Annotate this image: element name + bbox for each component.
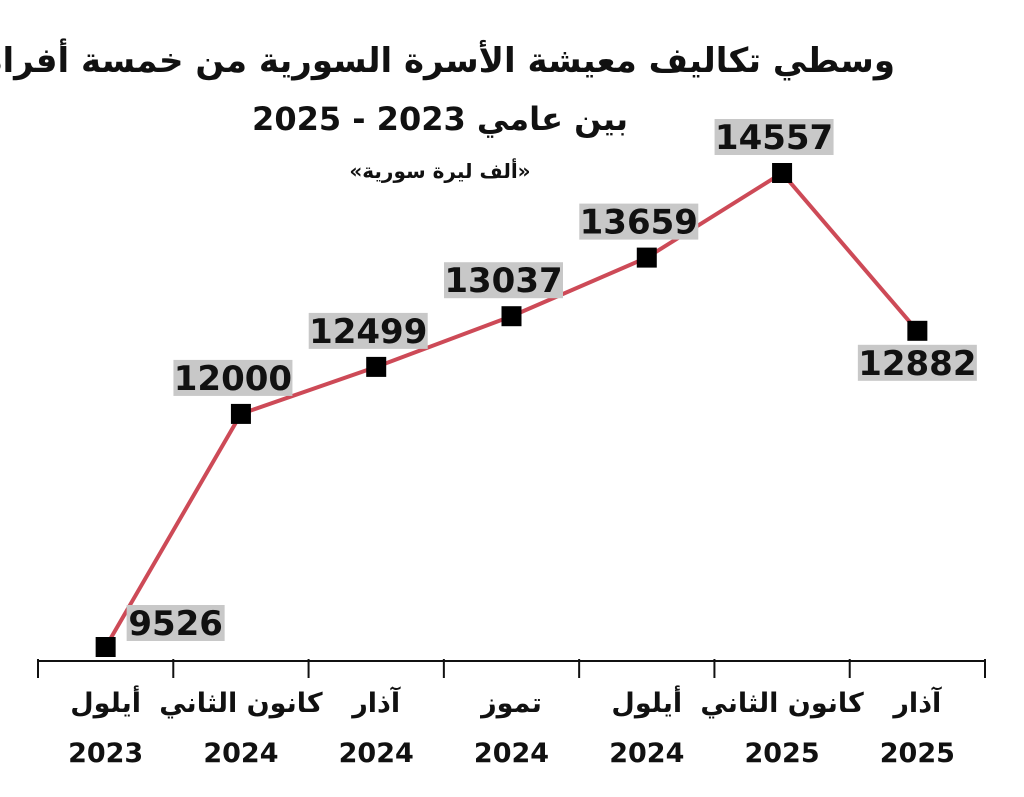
data-point-marker <box>636 247 657 268</box>
data-label-text: 14557 <box>715 118 833 158</box>
x-tick-label-year: 2024 <box>203 738 278 769</box>
x-tick-label-month: كانون الثاني <box>700 688 864 719</box>
x-tick-label-year: 2023 <box>68 738 143 769</box>
data-label: 13037 <box>444 261 563 301</box>
x-tick-label-year: 2024 <box>339 738 414 769</box>
x-tick-label-month: تموز <box>479 688 542 719</box>
data-label-text: 13659 <box>580 203 698 243</box>
chart-subtitle: بين عامي 2023 - 2025 <box>252 100 628 138</box>
x-tick-label-year: 2024 <box>609 738 684 769</box>
x-axis-tick-labels: أيلول 2023 كانون الثاني 2024 آذار 2024 تموز 202… <box>68 685 955 769</box>
data-label-background <box>126 605 225 641</box>
data-point-marker <box>907 320 928 341</box>
chart-unit-note: «ألف ليرة سورية» <box>349 157 530 183</box>
data-label: 12000 <box>173 359 293 399</box>
data-point-marker <box>501 306 522 327</box>
x-tick-label-month: كانون الثاني <box>159 688 323 719</box>
data-label-background <box>857 344 977 381</box>
x-tick-label-year: 2025 <box>880 738 955 769</box>
data-label-text: 12499 <box>309 312 427 352</box>
data-label-background <box>579 203 699 240</box>
data-markers <box>95 163 928 657</box>
data-label-background <box>173 359 293 396</box>
data-label-background <box>444 262 563 299</box>
data-label-background <box>714 119 834 155</box>
x-tick-label-month: آذار <box>891 686 942 719</box>
data-point-marker <box>95 637 116 657</box>
data-label-background <box>308 312 428 349</box>
x-tick-label-month: أيلول <box>611 685 682 719</box>
x-tick-label-year: 2025 <box>744 738 819 769</box>
data-label: 13659 <box>579 203 699 243</box>
x-tick-label-month: آذار <box>350 686 401 719</box>
data-labels: 9526 12000 12499 13037 13659 14557 12882 <box>126 118 977 644</box>
x-tick-label-year: 2024 <box>474 738 549 769</box>
chart-title: وسطي تكاليف معيشة الأسرة السورية من خمسة… <box>0 38 895 81</box>
data-label-text: 9526 <box>128 604 223 644</box>
data-label-text: 13037 <box>444 261 562 301</box>
x-axis-ticks <box>37 659 986 678</box>
data-label: 12882 <box>857 344 977 384</box>
data-label: 9526 <box>126 604 225 644</box>
series-line <box>103 170 919 649</box>
data-label: 12499 <box>308 312 428 352</box>
data-label-text: 12000 <box>174 359 292 399</box>
data-point-marker <box>772 163 793 183</box>
x-tick-label-month: أيلول <box>70 685 141 719</box>
data-label-text: 12882 <box>858 344 976 384</box>
data-point-marker <box>230 403 251 424</box>
data-point-marker <box>366 356 387 377</box>
data-label: 14557 <box>714 118 834 158</box>
